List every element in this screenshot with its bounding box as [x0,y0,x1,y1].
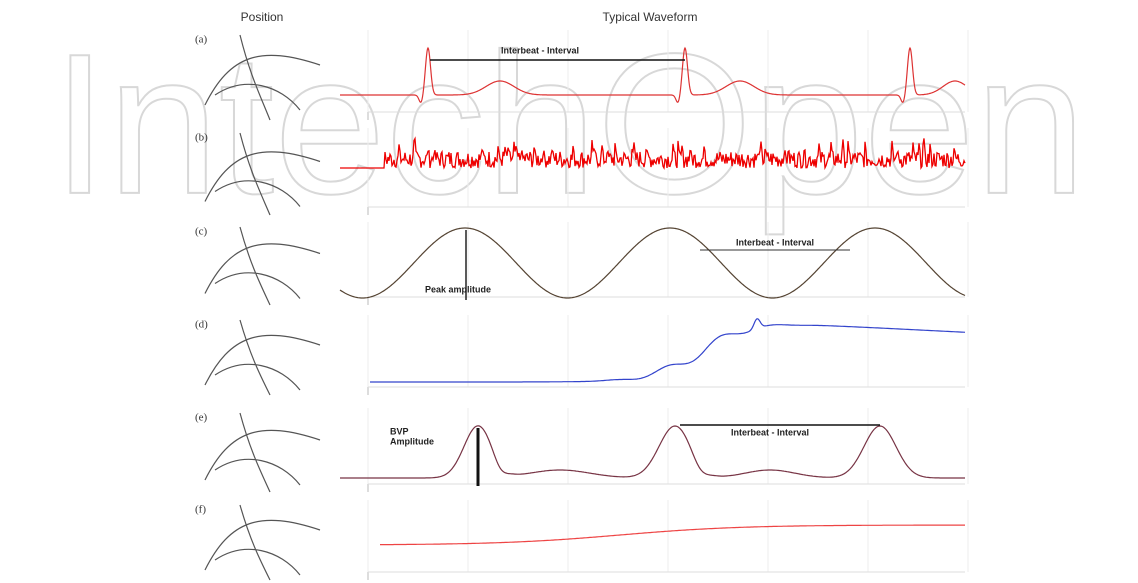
panel-label: (b) [195,132,208,144]
waveform [340,425,965,479]
column-title: Position [241,10,284,24]
panel-label: (c) [195,226,208,238]
annotation: Peak amplitude [425,284,491,294]
panel-label: (d) [195,319,208,331]
annotation: Interbeat - Interval [731,427,809,437]
panel-label: (e) [195,412,208,424]
waveform [340,136,966,171]
sketch [204,319,321,396]
sketch [204,34,321,121]
waveform [380,524,965,546]
panel-label: (f) [195,504,206,516]
annotation: Interbeat - Interval [501,45,579,55]
panel-label: (a) [195,34,208,46]
annotation: BVP [390,426,409,436]
sketch [204,226,321,306]
column-title: Typical Waveform [603,10,698,24]
sketch [204,504,321,581]
waveform [370,318,966,383]
watermark: IntechOpen [52,13,1086,236]
annotation: Amplitude [390,436,434,446]
annotation: Interbeat - Interval [736,237,814,247]
sketch [204,132,321,216]
waveform [340,46,966,103]
sketch [204,412,321,493]
waveform [339,227,966,299]
